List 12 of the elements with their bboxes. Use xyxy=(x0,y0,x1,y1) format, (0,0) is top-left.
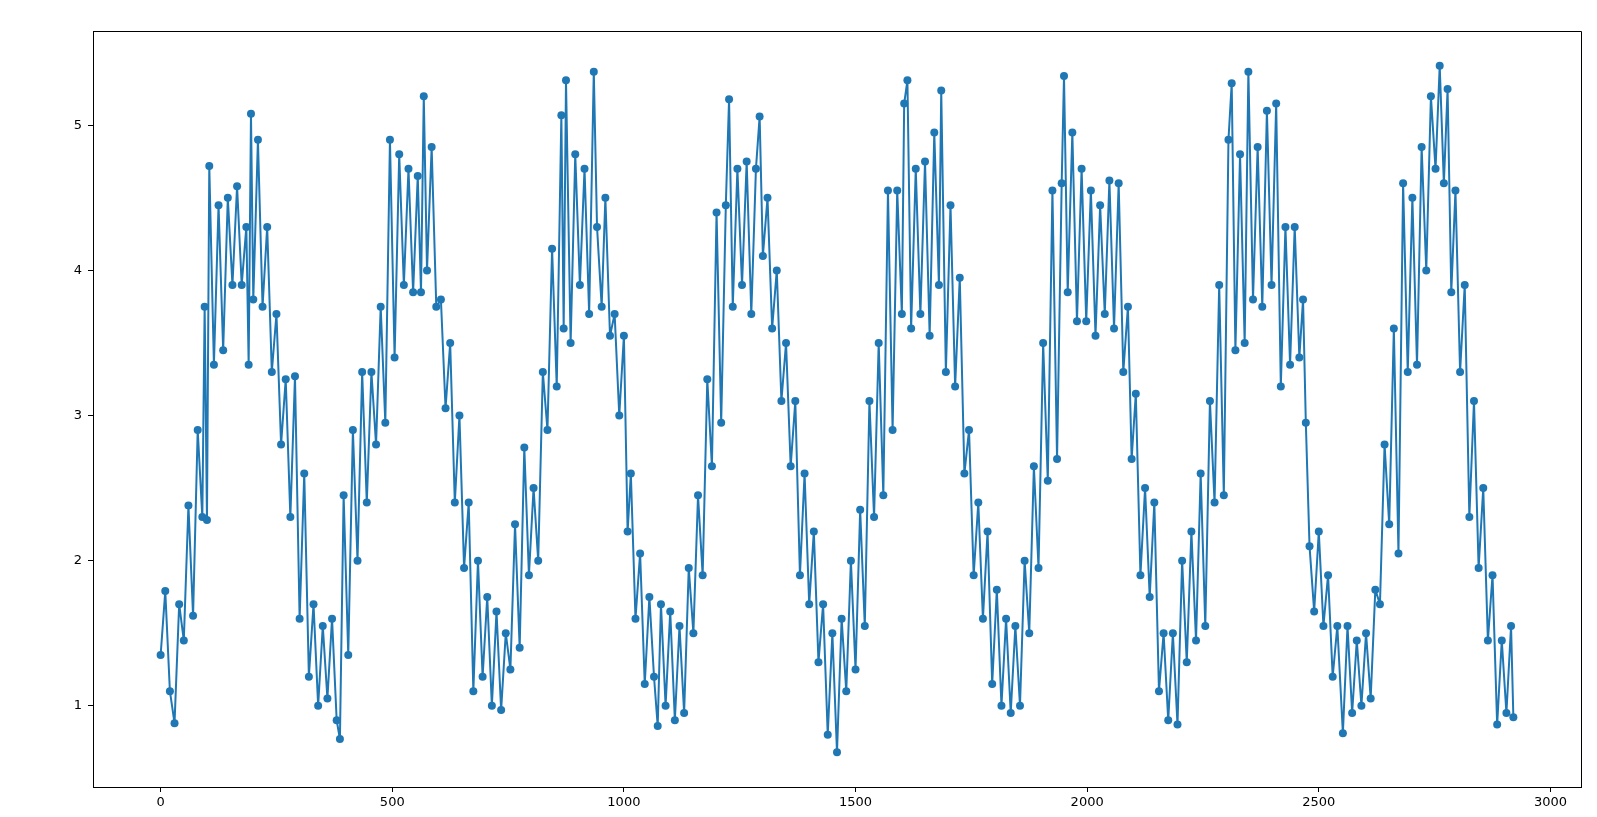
y-tick-label: 3 xyxy=(73,406,82,422)
y-tick-label: 2 xyxy=(73,552,82,568)
x-tick-label: 3000 xyxy=(1533,794,1567,810)
x-tick-label: 0 xyxy=(156,794,165,810)
y-tick-label: 1 xyxy=(73,697,82,713)
x-tick-label: 2500 xyxy=(1302,794,1336,810)
x-tick-label: 500 xyxy=(379,794,405,810)
x-tick-label: 1000 xyxy=(607,794,641,810)
y-tick-label: 5 xyxy=(73,116,82,132)
x-tick-label: 1500 xyxy=(838,794,873,810)
x-tick-label: 2000 xyxy=(1070,794,1104,810)
y-tick-label: 4 xyxy=(73,261,82,277)
